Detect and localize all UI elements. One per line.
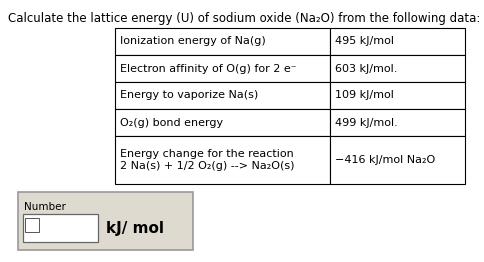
Text: kJ/ mol: kJ/ mol [106, 221, 164, 236]
Bar [115, 136, 330, 184]
Bar [330, 55, 465, 82]
Bar [115, 28, 330, 55]
Bar [18, 192, 193, 250]
Bar [330, 109, 465, 136]
Text: Number: Number [24, 202, 66, 212]
Bar [330, 136, 465, 184]
Text: −416 kJ/mol Na₂O: −416 kJ/mol Na₂O [335, 155, 435, 165]
Text: Energy to vaporize Na(s): Energy to vaporize Na(s) [120, 90, 258, 101]
Text: 109 kJ/mol: 109 kJ/mol [335, 90, 394, 101]
Bar [115, 82, 330, 109]
Bar [115, 55, 330, 82]
Text: Energy change for the reaction
2 Na(s) + 1/2 O₂(g) --> Na₂O(s): Energy change for the reaction 2 Na(s) +… [120, 149, 294, 171]
Text: Calculate the lattice energy (U) of sodium oxide (Na₂O) from the following data:: Calculate the lattice energy (U) of sodi… [8, 12, 481, 25]
Text: O₂(g) bond energy: O₂(g) bond energy [120, 117, 223, 128]
Bar [115, 109, 330, 136]
Bar [330, 82, 465, 109]
Text: 495 kJ/mol: 495 kJ/mol [335, 36, 394, 46]
Bar [330, 28, 465, 55]
Bar [23, 214, 98, 242]
Text: Ionization energy of Na(g): Ionization energy of Na(g) [120, 36, 266, 46]
Text: Electron affinity of O(g) for 2 e⁻: Electron affinity of O(g) for 2 e⁻ [120, 63, 297, 74]
Text: 499 kJ/mol.: 499 kJ/mol. [335, 117, 398, 128]
Bar [25, 218, 39, 232]
Text: 603 kJ/mol.: 603 kJ/mol. [335, 63, 397, 74]
